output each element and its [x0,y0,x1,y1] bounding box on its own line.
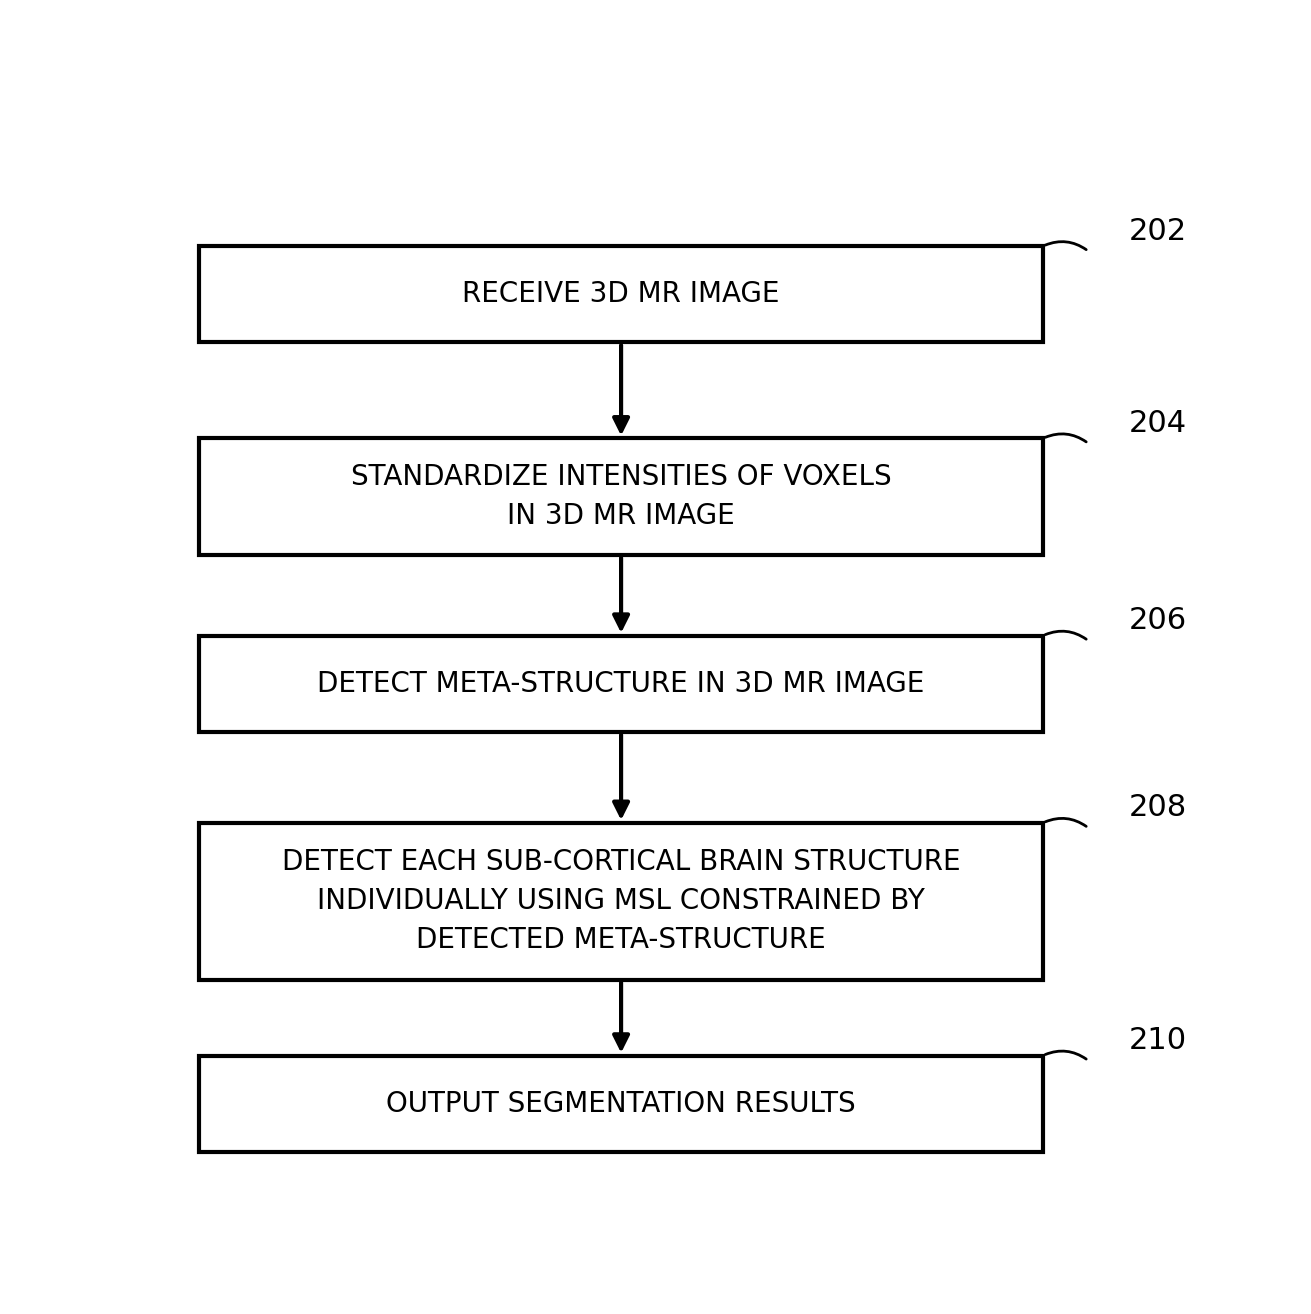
Text: 210: 210 [1129,1026,1188,1055]
Text: 208: 208 [1129,794,1188,823]
Bar [199,439,1042,555]
Text: OUTPUT SEGMENTATION RESULTS: OUTPUT SEGMENTATION RESULTS [387,1089,856,1118]
Bar [199,636,1042,732]
Bar [199,823,1042,980]
Text: 206: 206 [1129,606,1188,635]
Text: RECEIVE 3D MR IMAGE: RECEIVE 3D MR IMAGE [463,280,780,309]
Text: 202: 202 [1129,217,1188,246]
Text: DETECT META-STRUCTURE IN 3D MR IMAGE: DETECT META-STRUCTURE IN 3D MR IMAGE [317,670,924,698]
Bar [199,246,1042,343]
Text: STANDARDIZE INTENSITIES OF VOXELS
IN 3D MR IMAGE: STANDARDIZE INTENSITIES OF VOXELS IN 3D … [351,463,891,530]
Bar [199,1055,1042,1152]
Text: DETECT EACH SUB-CORTICAL BRAIN STRUCTURE
INDIVIDUALLY USING MSL CONSTRAINED BY
D: DETECT EACH SUB-CORTICAL BRAIN STRUCTURE… [282,849,961,954]
Text: 204: 204 [1129,409,1188,438]
